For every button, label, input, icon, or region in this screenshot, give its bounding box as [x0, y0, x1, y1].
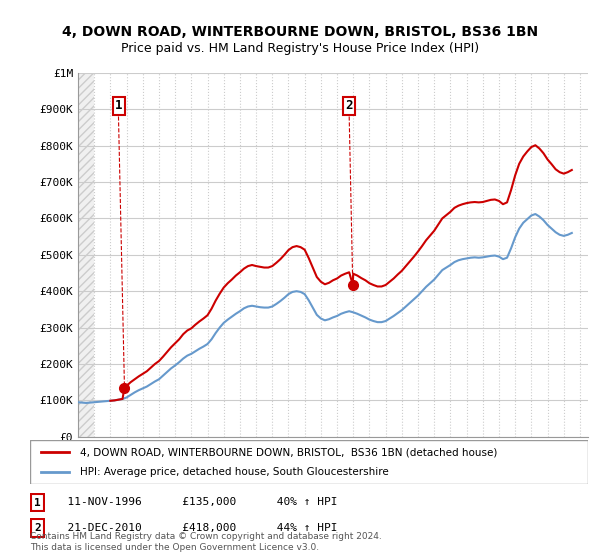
Text: 4, DOWN ROAD, WINTERBOURNE DOWN, BRISTOL,  BS36 1BN (detached house): 4, DOWN ROAD, WINTERBOURNE DOWN, BRISTOL… — [80, 447, 497, 457]
FancyBboxPatch shape — [31, 519, 44, 536]
Bar — [78, 73, 94, 437]
FancyBboxPatch shape — [31, 494, 44, 511]
Text: HPI: Average price, detached house, South Gloucestershire: HPI: Average price, detached house, Sout… — [80, 467, 389, 477]
Text: 1: 1 — [115, 99, 123, 112]
Text: 21-DEC-2010      £418,000      44% ↑ HPI: 21-DEC-2010 £418,000 44% ↑ HPI — [54, 522, 337, 533]
Text: 2: 2 — [34, 523, 41, 533]
Text: 2: 2 — [345, 99, 353, 112]
FancyBboxPatch shape — [30, 440, 588, 484]
Text: Price paid vs. HM Land Registry's House Price Index (HPI): Price paid vs. HM Land Registry's House … — [121, 42, 479, 55]
Text: Contains HM Land Registry data © Crown copyright and database right 2024.
This d: Contains HM Land Registry data © Crown c… — [30, 532, 382, 552]
Text: 4, DOWN ROAD, WINTERBOURNE DOWN, BRISTOL, BS36 1BN: 4, DOWN ROAD, WINTERBOURNE DOWN, BRISTOL… — [62, 25, 538, 39]
Text: 1: 1 — [34, 498, 41, 507]
Text: 11-NOV-1996      £135,000      40% ↑ HPI: 11-NOV-1996 £135,000 40% ↑ HPI — [54, 497, 337, 507]
